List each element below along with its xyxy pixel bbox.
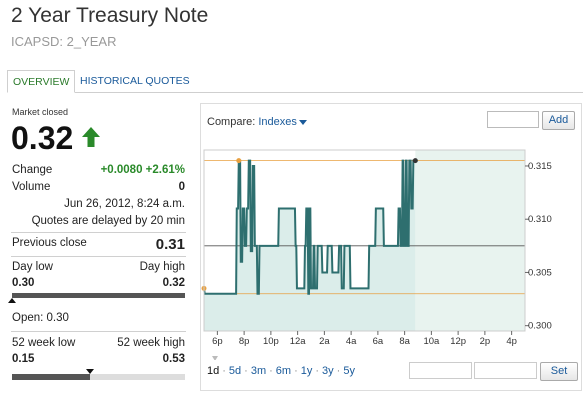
range-6m[interactable]: 6m <box>275 365 292 377</box>
divider <box>11 232 186 233</box>
week52-labels: 52 week low 52 week high <box>12 337 185 349</box>
x-tick-label: 8a <box>399 336 410 347</box>
quote-timestamp: Jun 26, 2012, 8:24 a.m. <box>64 198 185 210</box>
range-separator: · <box>222 365 226 377</box>
end-date-input[interactable] <box>474 362 537 379</box>
x-tick-label: 2p <box>480 336 491 347</box>
change-row: Change +0.0080 +2.61% <box>12 164 185 176</box>
week52-high-value: 0.53 <box>162 353 185 365</box>
symbol-label: ICAPSD: 2_YEAR <box>11 34 117 49</box>
x-tick-label: 10a <box>423 336 440 347</box>
after-hours-shade <box>415 150 525 331</box>
scroll-marker-icon <box>212 356 218 360</box>
compare-indexes-dropdown[interactable]: Indexes <box>258 116 307 128</box>
day-range-values: 0.30 0.32 <box>12 277 185 289</box>
previous-close-label: Previous close <box>12 237 87 249</box>
week52-current-marker <box>85 369 94 374</box>
price-line-chart: 0.315 0.310 0.305 0.300 6p 8p 10p 12a 2a 4a 6a 8a 10… <box>201 149 552 360</box>
x-tick-label: 2a <box>319 336 330 347</box>
tab-bar: OVERVIEW HISTORICAL QUOTES <box>7 70 583 93</box>
range-1d[interactable]: 1d <box>207 365 220 377</box>
tab-historical-quotes[interactable]: HISTORICAL QUOTES <box>80 75 190 87</box>
range-3m[interactable]: 3m <box>250 365 267 377</box>
divider <box>11 256 186 257</box>
x-tick-label: 12p <box>450 336 466 347</box>
previous-close-value: 0.31 <box>155 236 185 253</box>
week52-low-value: 0.15 <box>12 353 35 365</box>
y-tick-label: 0.300 <box>528 321 552 332</box>
compare-value: Indexes <box>258 116 297 128</box>
day-high-point <box>236 158 242 164</box>
volume-label: Volume <box>12 181 51 193</box>
day-range-fill <box>12 293 185 298</box>
range-separator: · <box>269 365 273 377</box>
week52-low-label: 52 week low <box>12 337 76 349</box>
range-separator: · <box>336 365 341 377</box>
compare-symbol-input[interactable] <box>487 111 539 128</box>
day-range-labels: Day low Day high <box>12 261 185 273</box>
series-line <box>203 159 416 295</box>
page-title: 2 Year Treasury Note <box>11 4 209 27</box>
y-tick-label: 0.315 <box>528 161 552 172</box>
price-chart-panel: Compare: Indexes Add 0.315 0.310 0.305 0.30… <box>200 103 582 391</box>
range-5y[interactable]: 5y <box>343 365 355 377</box>
volume-value: 0 <box>178 181 185 193</box>
range-separator: · <box>315 365 320 377</box>
day-range-bar <box>12 293 185 298</box>
add-button[interactable]: Add <box>542 111 575 130</box>
start-date-input[interactable] <box>409 362 472 379</box>
plot-border <box>203 149 526 332</box>
compare-control: Compare: Indexes <box>207 116 307 128</box>
last-price: 0.32 <box>11 120 74 156</box>
x-tick-label: 4a <box>346 336 357 347</box>
change-label: Change <box>12 164 53 176</box>
week52-range-fill <box>12 374 90 380</box>
set-button[interactable]: Set <box>540 362 578 381</box>
range-separator: · <box>294 365 298 377</box>
market-status: Market closed <box>12 107 69 117</box>
x-tick-label: 12a <box>290 336 307 347</box>
range-separator: · <box>244 365 248 377</box>
day-low-value: 0.30 <box>12 277 35 289</box>
up-arrow-icon <box>82 127 100 147</box>
week52-high-label: 52 week high <box>117 337 185 349</box>
x-tick-label: 6p <box>212 336 223 347</box>
change-value: +0.0080 +2.61% <box>100 164 185 176</box>
open-label: Open: <box>12 312 44 324</box>
range-5d[interactable]: 5d <box>228 365 242 377</box>
week52-range-bar <box>12 374 185 380</box>
day-high-value: 0.32 <box>162 277 185 289</box>
x-tick-label: 4p <box>506 336 517 347</box>
tab-overview[interactable]: OVERVIEW <box>7 70 76 93</box>
x-tick-label: 6a <box>373 336 384 347</box>
day-low-label: Day low <box>12 261 53 273</box>
chevron-down-icon <box>298 119 307 125</box>
y-tick-label: 0.305 <box>528 267 552 278</box>
open-row: Open: 0.30 <box>12 312 185 324</box>
y-tick-label: 0.310 <box>528 214 552 225</box>
week52-values: 0.15 0.53 <box>12 353 185 365</box>
day-high-label: Day high <box>139 261 185 273</box>
last-point <box>412 158 418 164</box>
open-value: 0.30 <box>46 312 69 324</box>
range-selector: 1d · 5d · 3m · 6m · 1y · 3y · 5y <box>207 365 355 377</box>
range-3y[interactable]: 3y <box>322 365 334 377</box>
divider <box>11 331 186 332</box>
delay-note: Quotes are delayed by 20 min <box>31 215 185 227</box>
x-tick-label: 10p <box>263 336 279 347</box>
previous-close-row: Previous close 0.31 <box>12 236 185 253</box>
x-tick-label: 8p <box>239 336 250 347</box>
range-1y[interactable]: 1y <box>300 365 313 377</box>
volume-row: Volume 0 <box>12 181 185 193</box>
compare-label: Compare: <box>207 116 256 128</box>
day-open-marker <box>8 298 16 303</box>
